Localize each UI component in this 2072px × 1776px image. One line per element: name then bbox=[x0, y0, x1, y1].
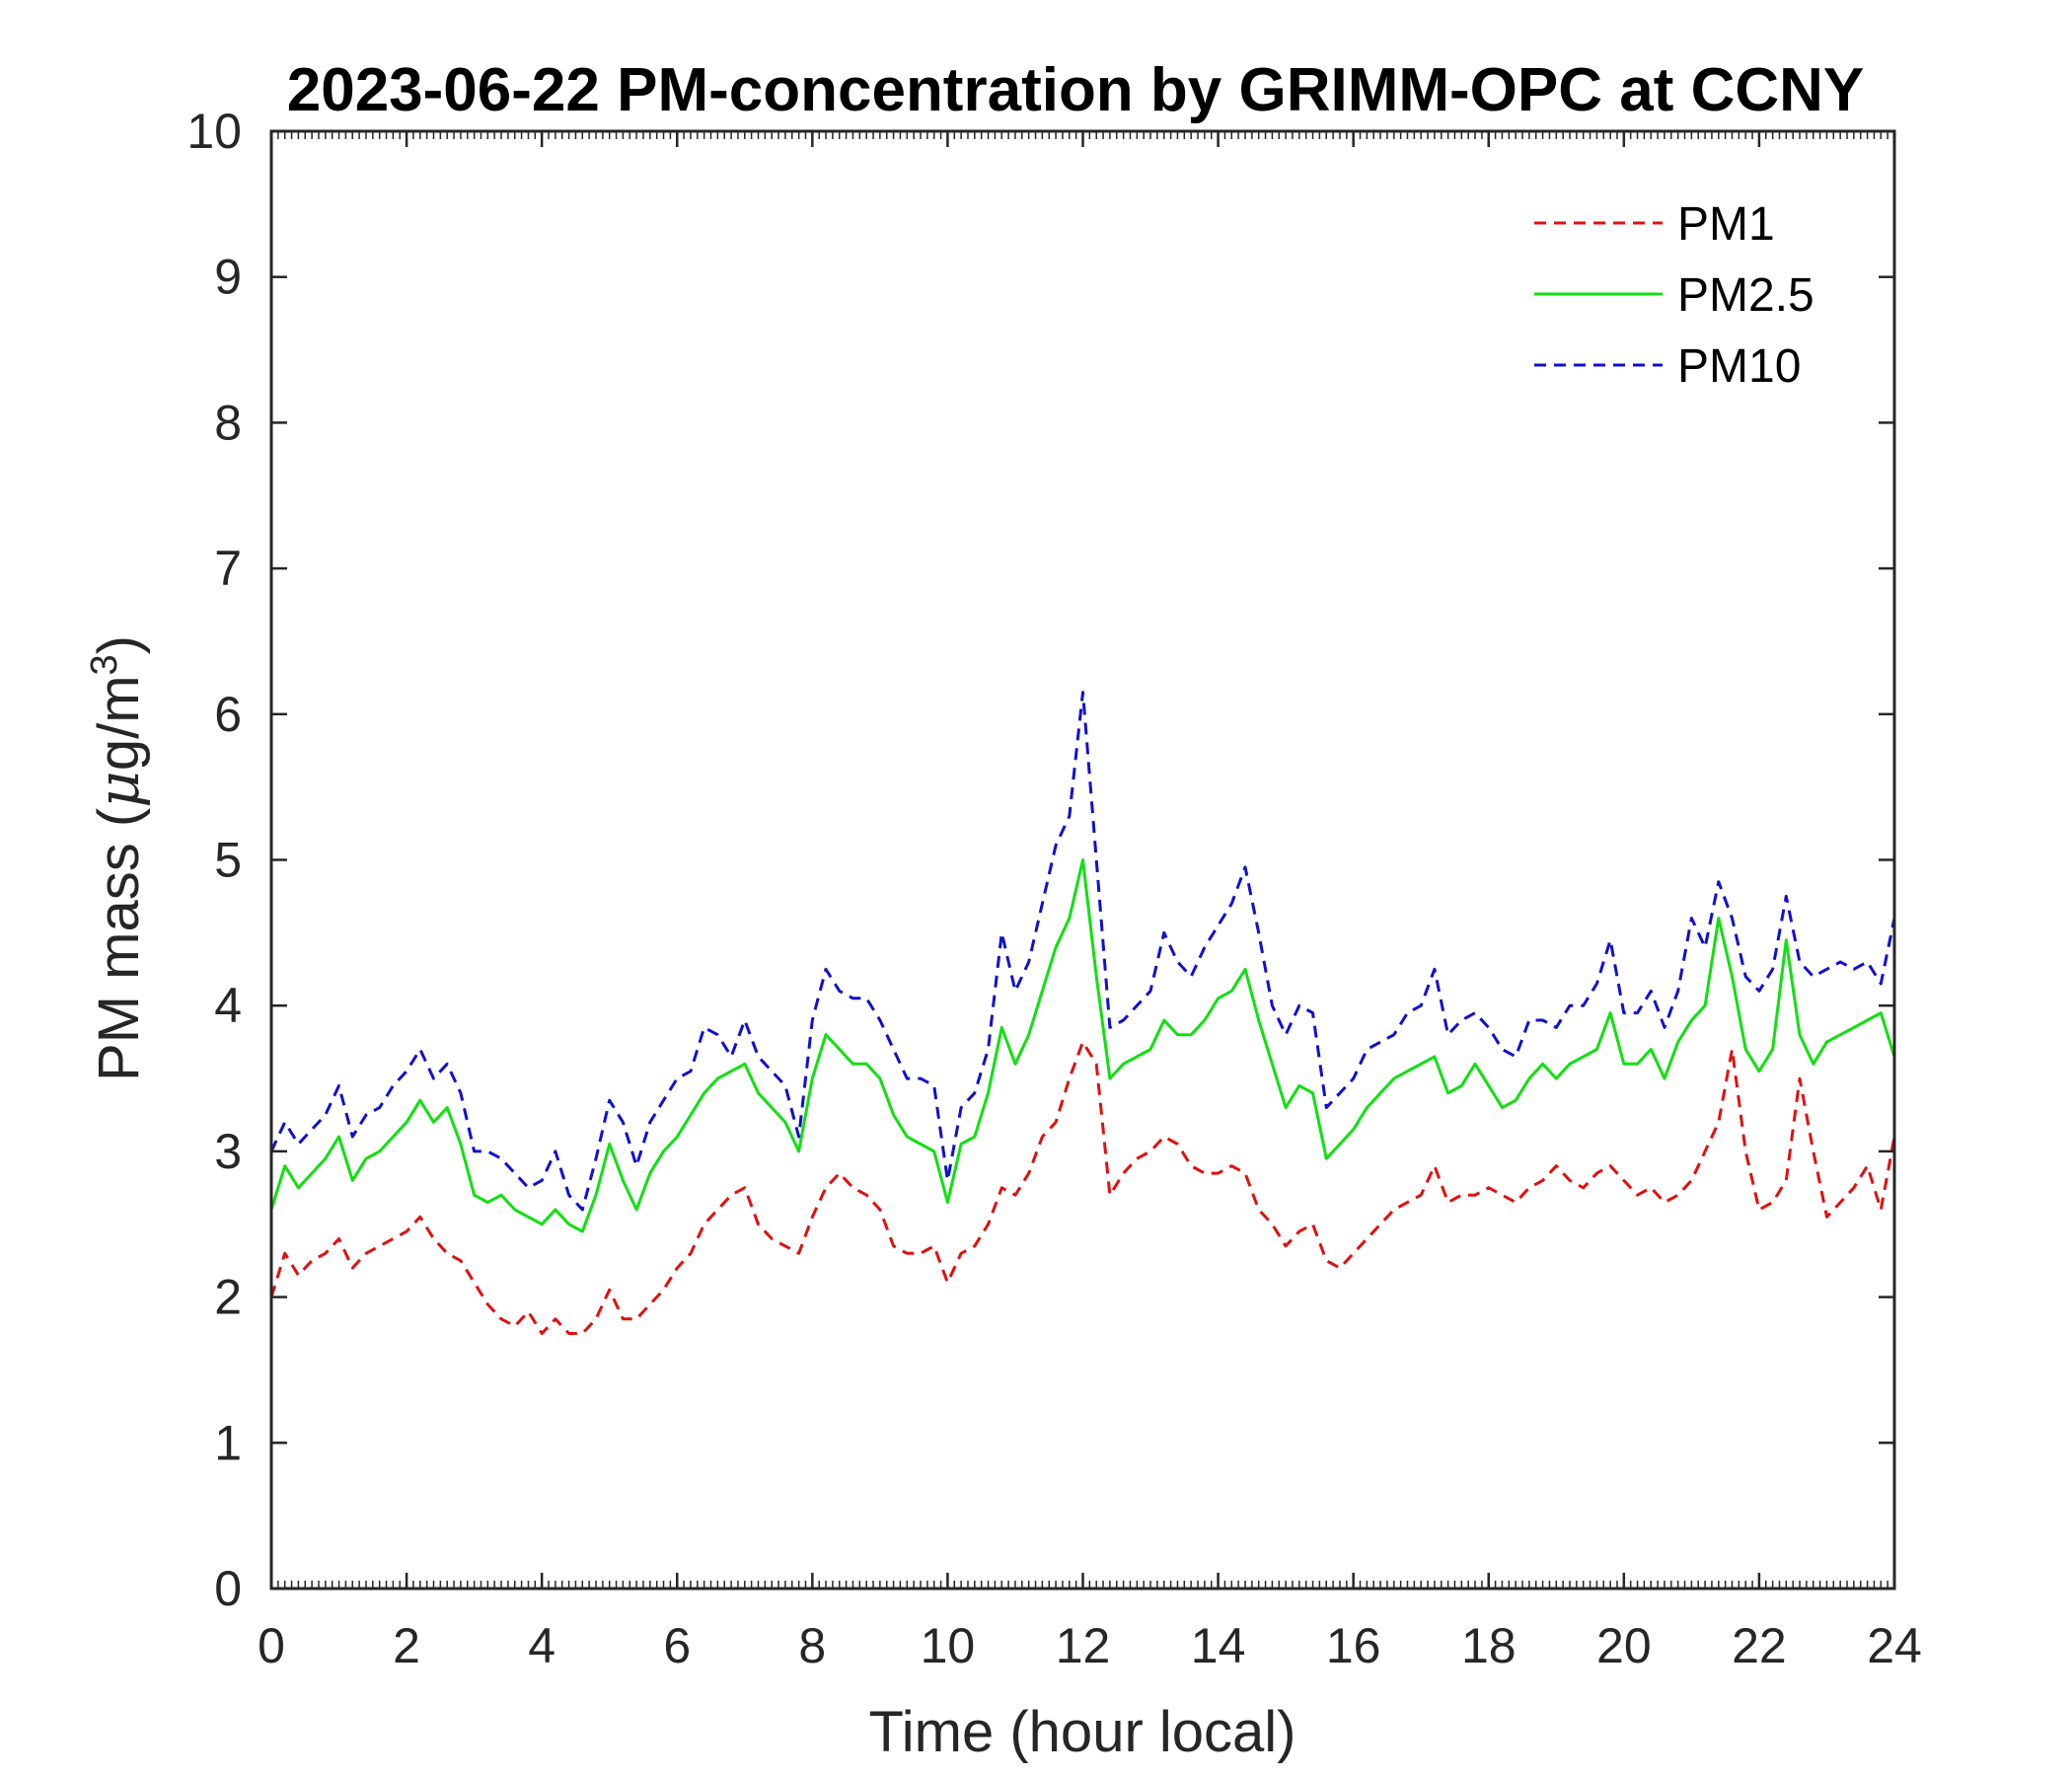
x-tick-label: 24 bbox=[1867, 1618, 1922, 1673]
x-tick-label: 12 bbox=[1056, 1618, 1111, 1673]
series-line-pm1 bbox=[269, 1040, 1896, 1335]
x-tick-label: 8 bbox=[798, 1618, 826, 1673]
y-tick-label: 1 bbox=[214, 1415, 242, 1470]
legend: PM1 PM2.5 PM10 bbox=[1534, 198, 1814, 393]
chart-title: 2023-06-22 PM-concentration by GRIMM-OPC… bbox=[287, 56, 1865, 124]
y-tick-label: 10 bbox=[186, 104, 242, 159]
x-tick-label: 16 bbox=[1326, 1618, 1381, 1673]
y-tick-label: 8 bbox=[214, 395, 242, 450]
x-tick-label: 14 bbox=[1191, 1618, 1246, 1673]
legend-label-pm10: PM10 bbox=[1677, 340, 1801, 393]
legend-label-pm1: PM1 bbox=[1677, 198, 1775, 251]
x-axis-label: Time (hour local) bbox=[869, 1700, 1296, 1764]
y-axis-label-unit: g/m bbox=[87, 675, 151, 771]
x-tick-label: 2 bbox=[393, 1618, 420, 1673]
y-tick-label: 3 bbox=[214, 1124, 242, 1179]
y-axis-label-mu: μ bbox=[85, 771, 152, 808]
y-axis-label: PM mass (μg/m3) bbox=[84, 635, 152, 1081]
x-tick-label: 4 bbox=[528, 1618, 555, 1673]
y-tick-label: 5 bbox=[214, 833, 242, 888]
y-tick-label: 0 bbox=[214, 1561, 242, 1616]
series-line-pm10 bbox=[269, 691, 1896, 1212]
x-tick-label: 18 bbox=[1461, 1618, 1517, 1673]
series-layer bbox=[269, 691, 1896, 1335]
y-tick-label: 9 bbox=[214, 250, 242, 305]
y-tick-label: 6 bbox=[214, 687, 242, 742]
x-tick-label: 0 bbox=[258, 1618, 285, 1673]
y-axis-label-close: ) bbox=[87, 635, 151, 654]
series-line-pm25 bbox=[269, 858, 1896, 1233]
y-tick-label: 4 bbox=[214, 978, 242, 1033]
y-axis-label-main: PM mass ( bbox=[87, 808, 151, 1081]
x-tick-label: 6 bbox=[663, 1618, 691, 1673]
y-tick-label: 7 bbox=[214, 541, 242, 596]
x-tick-label: 20 bbox=[1596, 1618, 1652, 1673]
y-axis-label-text: PM mass (μg/m3) bbox=[84, 635, 152, 1081]
y-tick-label: 2 bbox=[214, 1270, 242, 1325]
y-axis-label-sup: 3 bbox=[84, 654, 125, 675]
x-tick-label: 22 bbox=[1732, 1618, 1787, 1673]
legend-label-pm25: PM2.5 bbox=[1677, 269, 1814, 322]
x-tick-label: 10 bbox=[921, 1618, 976, 1673]
